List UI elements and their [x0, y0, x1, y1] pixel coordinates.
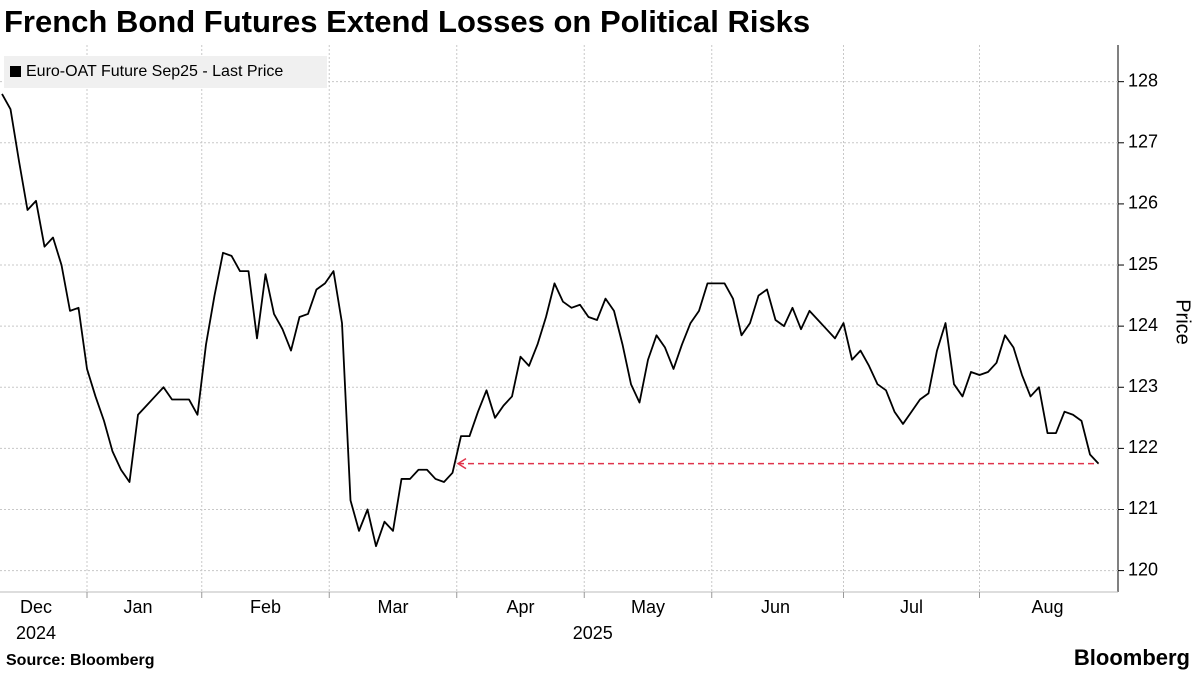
x-tick-label: Jan — [123, 597, 152, 617]
x-tick-label: Dec — [20, 597, 52, 617]
y-tick-label: 126 — [1128, 193, 1158, 213]
y-axis-label: Price — [1172, 299, 1194, 345]
x-tick-label: Feb — [250, 597, 281, 617]
legend-swatch — [10, 66, 21, 77]
source: Source: Bloomberg — [6, 652, 154, 669]
x-tick-label: May — [631, 597, 665, 617]
x-tick-label: Aug — [1031, 597, 1063, 617]
y-tick-label: 120 — [1128, 559, 1158, 579]
y-tick-label: 124 — [1128, 315, 1158, 335]
x-tick-label: Mar — [378, 597, 409, 617]
y-tick-label: 127 — [1128, 132, 1158, 152]
y-tick-label: 121 — [1128, 498, 1158, 518]
series-line — [1, 93, 1100, 548]
y-tick-label: 125 — [1128, 254, 1158, 274]
y-tick-label: 128 — [1128, 70, 1158, 90]
last-price-arrow — [456, 458, 467, 470]
x-group-label: 2025 — [573, 623, 613, 643]
x-tick-label: Jun — [761, 597, 790, 617]
x-group-label: 2024 — [16, 623, 56, 643]
x-tick-label: Apr — [506, 597, 534, 617]
x-tick-label: Jul — [900, 597, 923, 617]
legend: Euro-OAT Future Sep25 - Last Price — [4, 56, 327, 88]
logo: Bloomberg — [1074, 645, 1190, 670]
legend-label: Euro-OAT Future Sep25 - Last Price — [26, 63, 283, 80]
chart-title: French Bond Futures Extend Losses on Pol… — [4, 4, 810, 39]
y-tick-label: 122 — [1128, 437, 1158, 457]
legend-box — [4, 56, 327, 88]
y-tick-label: 123 — [1128, 376, 1158, 396]
